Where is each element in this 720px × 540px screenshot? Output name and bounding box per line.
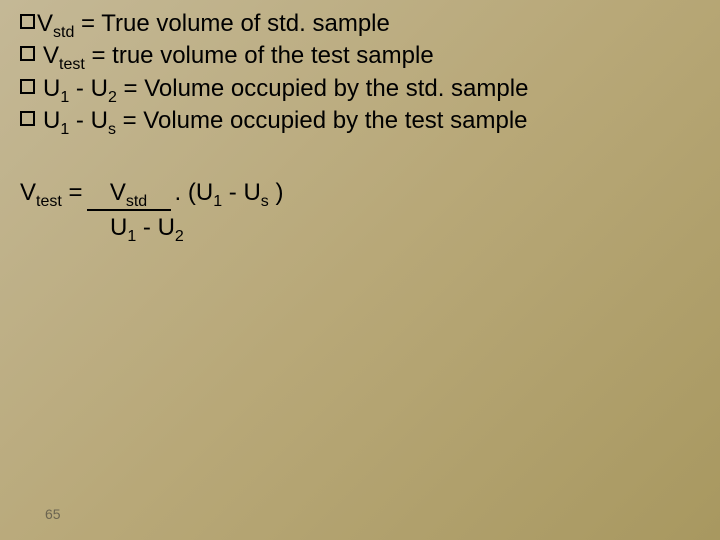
definition-text: U1 - U2 = Volume occupied by the std. sa… — [43, 73, 528, 105]
definition-text: Vstd = True volume of std. sample — [37, 8, 390, 40]
definition-text: U1 - Us = Volume occupied by the test sa… — [43, 105, 528, 137]
formula-numerator: Vstd — [87, 176, 171, 212]
formula-denominator: U1 - U2 — [110, 211, 700, 245]
bullet-icon — [20, 14, 35, 29]
page-number: 65 — [45, 506, 61, 522]
slide-content: Vstd = True volume of std. sample Vtest … — [0, 0, 720, 245]
definition-text: Vtest = true volume of the test sample — [43, 40, 434, 72]
formula-rhs: . (U1 - Us ) — [175, 176, 284, 210]
formula-line-1: Vtest = Vstd . (U1 - Us ) — [20, 176, 700, 212]
formula-lhs: Vtest = — [20, 176, 83, 210]
definition-line: Vtest = true volume of the test sample — [20, 40, 700, 72]
definition-line: Vstd = True volume of std. sample — [20, 8, 700, 40]
definition-line: U1 - U2 = Volume occupied by the std. sa… — [20, 73, 700, 105]
definition-line: U1 - Us = Volume occupied by the test sa… — [20, 105, 700, 137]
bullet-icon — [20, 79, 35, 94]
bullet-icon — [20, 46, 35, 61]
formula: Vtest = Vstd . (U1 - Us ) U1 - U2 — [20, 176, 700, 245]
bullet-icon — [20, 111, 35, 126]
